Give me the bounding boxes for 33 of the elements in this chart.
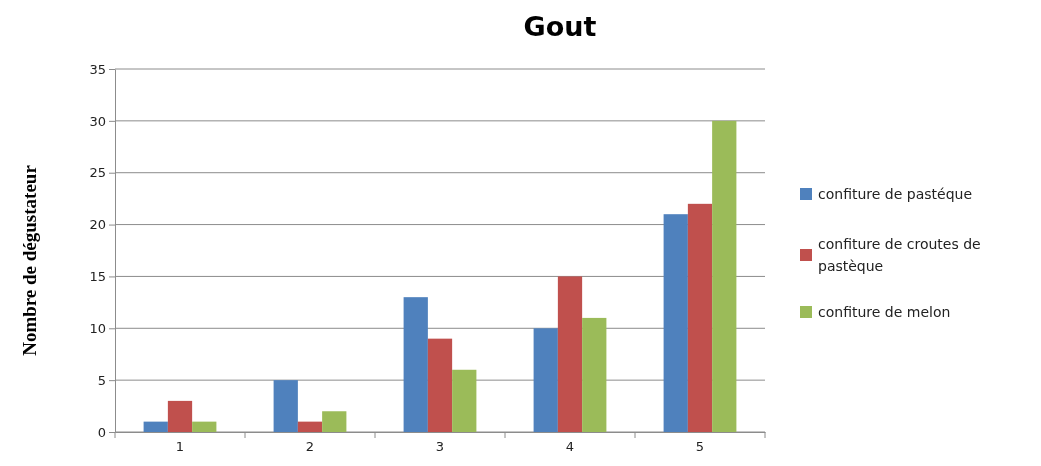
y-axis-title: Nombre de dégustateur <box>19 164 40 356</box>
legend-label: confiture de melon <box>818 304 951 320</box>
bar <box>322 411 347 432</box>
bar <box>167 400 193 432</box>
bar <box>557 276 583 432</box>
legend-label: confiture de pastéque <box>818 186 973 202</box>
x-tick-label: 4 <box>565 439 575 455</box>
y-tick-label: 20 <box>89 217 106 233</box>
y-tick-label: 30 <box>89 113 106 129</box>
bar <box>712 120 737 432</box>
bar <box>192 421 217 432</box>
y-tick-label: 0 <box>97 424 106 440</box>
x-tick-label: 1 <box>175 439 185 455</box>
bar <box>533 328 558 432</box>
bar <box>427 338 453 432</box>
x-tick-label: 3 <box>435 439 445 455</box>
bar <box>143 421 168 432</box>
chart-title: Gout <box>523 11 597 42</box>
bar <box>452 369 477 432</box>
x-tick-label: 2 <box>305 439 315 455</box>
bar <box>687 203 713 432</box>
x-tick-label: 5 <box>695 439 705 455</box>
y-tick-label: 25 <box>89 165 106 181</box>
bar <box>403 297 428 432</box>
y-tick-label: 35 <box>89 61 106 77</box>
bar <box>273 380 298 432</box>
bar <box>297 421 323 432</box>
legend-label: confiture de croutes de pastèque <box>818 236 981 274</box>
bar <box>663 214 688 432</box>
y-tick-label: 5 <box>97 372 106 388</box>
y-tick-label: 15 <box>89 269 106 285</box>
bar <box>582 317 607 432</box>
y-tick-label: 10 <box>89 320 106 336</box>
